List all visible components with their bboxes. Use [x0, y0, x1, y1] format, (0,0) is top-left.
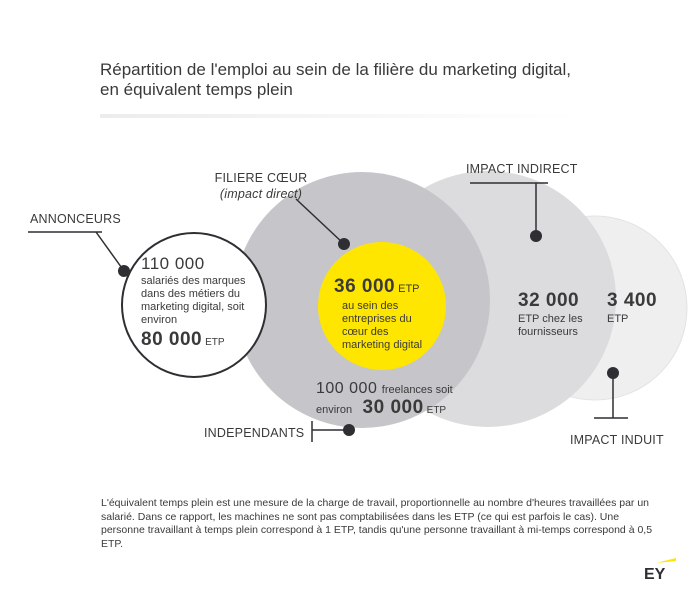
- annonceurs-desc: salariés des marques dans des métiers du…: [141, 275, 246, 326]
- coeur-etp-unit: ETP: [398, 283, 420, 295]
- label-annonceurs: ANNONCEURS: [30, 212, 121, 226]
- indirect-desc: ETP chez les fournisseurs: [518, 313, 583, 338]
- coeur-desc: au sein des entreprises du cœur des mark…: [342, 300, 423, 351]
- svg-text:EY: EY: [644, 566, 666, 580]
- annonceurs-content: 110 000 salariés des marques dans des mé…: [141, 254, 253, 351]
- independants-marker: [343, 424, 355, 436]
- independants-desc-2: environ: [316, 404, 353, 416]
- independants-etp-unit: ETP: [426, 405, 447, 416]
- annonceurs-count: 110 000: [141, 254, 205, 273]
- ey-logo: EY: [642, 558, 678, 583]
- indirect-marker: [530, 230, 542, 242]
- independants-desc-1: freelances soit: [381, 384, 453, 396]
- independants-count: 100 000: [316, 380, 378, 397]
- indirect-content: 32 000 ETP chez les fournisseurs: [518, 290, 608, 339]
- annonceurs-etp-value: 80 000: [141, 329, 203, 350]
- label-filiere-coeur: FILIERE CŒUR (impact direct): [214, 171, 308, 201]
- label-independants: INDEPENDANTS: [204, 426, 305, 440]
- indirect-etp-value: 32 000: [518, 290, 580, 311]
- coeur-content: 36 000 ETP au sein des entreprises du cœu…: [334, 276, 444, 352]
- induit-etp-unit: ETP: [607, 313, 629, 325]
- induit-marker: [607, 367, 619, 379]
- induit-etp-value: 3 400: [607, 290, 658, 311]
- title-divider: [100, 114, 580, 118]
- ey-logo-mark: EY: [644, 558, 676, 583]
- annonceurs-circle: [121, 232, 267, 378]
- label-impact-induit: IMPACT INDUIT: [570, 433, 664, 447]
- annonceurs-etp-unit: ETP: [205, 337, 225, 348]
- footnote: L'équivalent temps plein est une mesure …: [101, 497, 653, 550]
- independants-content: 100 000 freelances soit environ 30 000 ET…: [316, 380, 476, 419]
- core-circle: [318, 242, 446, 370]
- independants-etp-value: 30 000: [362, 397, 424, 418]
- induit-content: 3 400 ETP: [607, 290, 677, 326]
- coeur-etp-value: 36 000: [334, 276, 396, 297]
- annonceurs-marker: [118, 265, 130, 277]
- chart-title: Répartition de l'emploi au sein de la fi…: [100, 60, 572, 99]
- filiere-coeur-marker: [338, 238, 350, 250]
- label-impact-indirect: IMPACT INDIRECT: [466, 162, 578, 176]
